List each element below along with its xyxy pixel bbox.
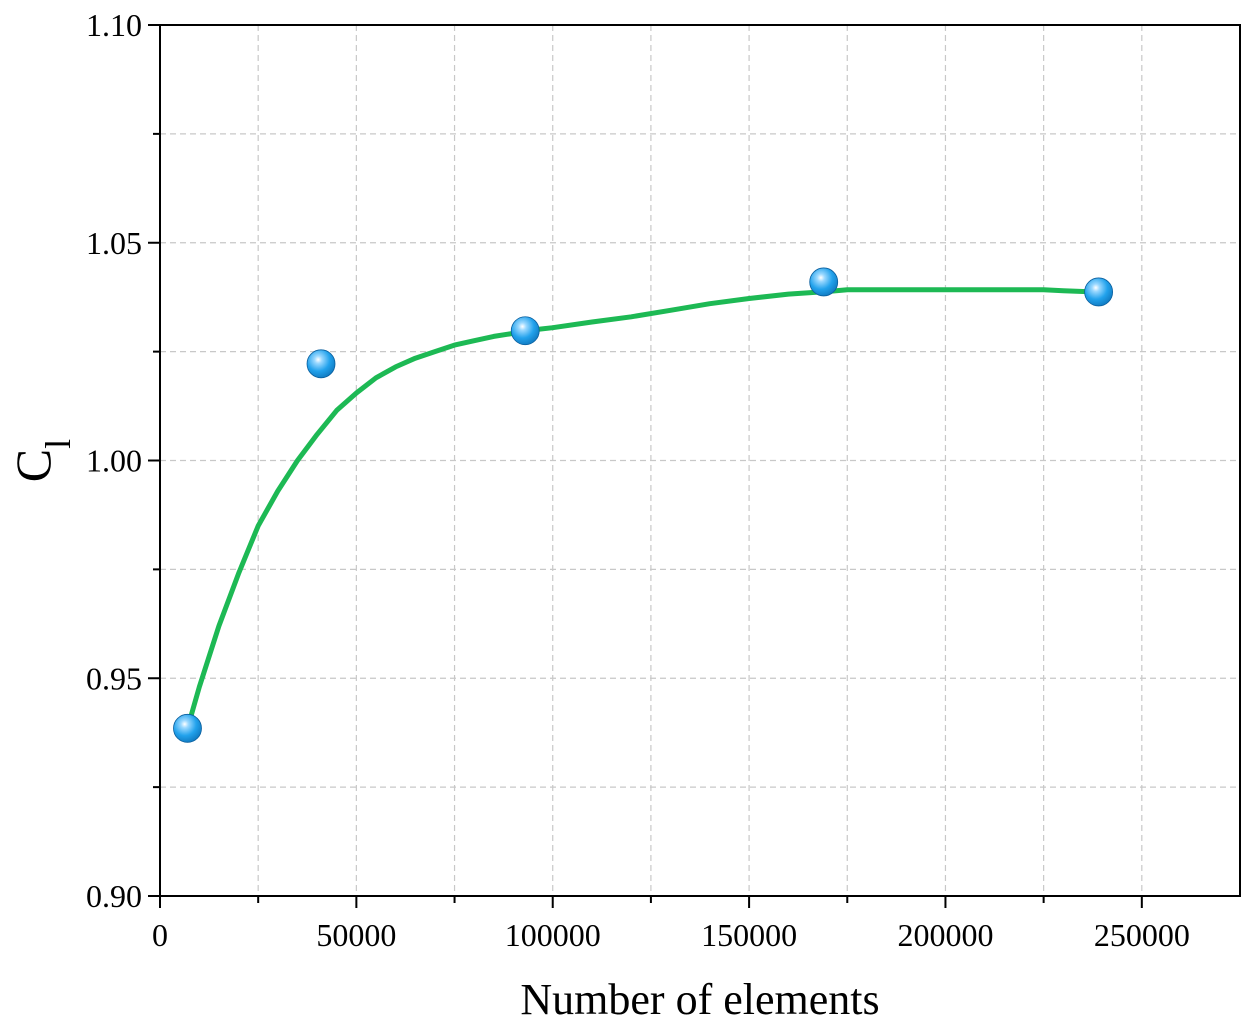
data-points-layer bbox=[173, 267, 1114, 743]
y-tick-label: 1.00 bbox=[86, 443, 142, 479]
y-tick-label: 1.05 bbox=[86, 225, 142, 261]
tick-labels: 0 50000 100000 150000 200000 250000 0.90 0.95 1.… bbox=[86, 7, 1190, 953]
grid-lines bbox=[160, 25, 1240, 896]
x-tick-label: 200000 bbox=[897, 917, 993, 953]
x-tick-label: 50000 bbox=[316, 917, 396, 953]
data-point bbox=[173, 713, 202, 743]
data-point bbox=[1084, 277, 1114, 307]
x-axis-title: Number of elements bbox=[520, 975, 879, 1024]
x-tick-label: 150000 bbox=[701, 917, 797, 953]
y-axis-title: Cl bbox=[5, 439, 78, 482]
y-tick-label: 1.10 bbox=[86, 7, 142, 43]
data-point bbox=[510, 316, 540, 346]
y-axis-title-main: C bbox=[5, 449, 61, 482]
x-tick-label: 100000 bbox=[505, 917, 601, 953]
y-tick-label: 0.95 bbox=[86, 660, 142, 696]
data-point bbox=[306, 349, 336, 379]
x-tick-label: 0 bbox=[152, 917, 168, 953]
y-axis-title-subscript: l bbox=[38, 439, 78, 449]
x-tick-label: 250000 bbox=[1094, 917, 1190, 953]
y-tick-label: 0.90 bbox=[86, 878, 142, 914]
axis-ticks bbox=[148, 24, 1143, 908]
data-point bbox=[809, 267, 839, 297]
